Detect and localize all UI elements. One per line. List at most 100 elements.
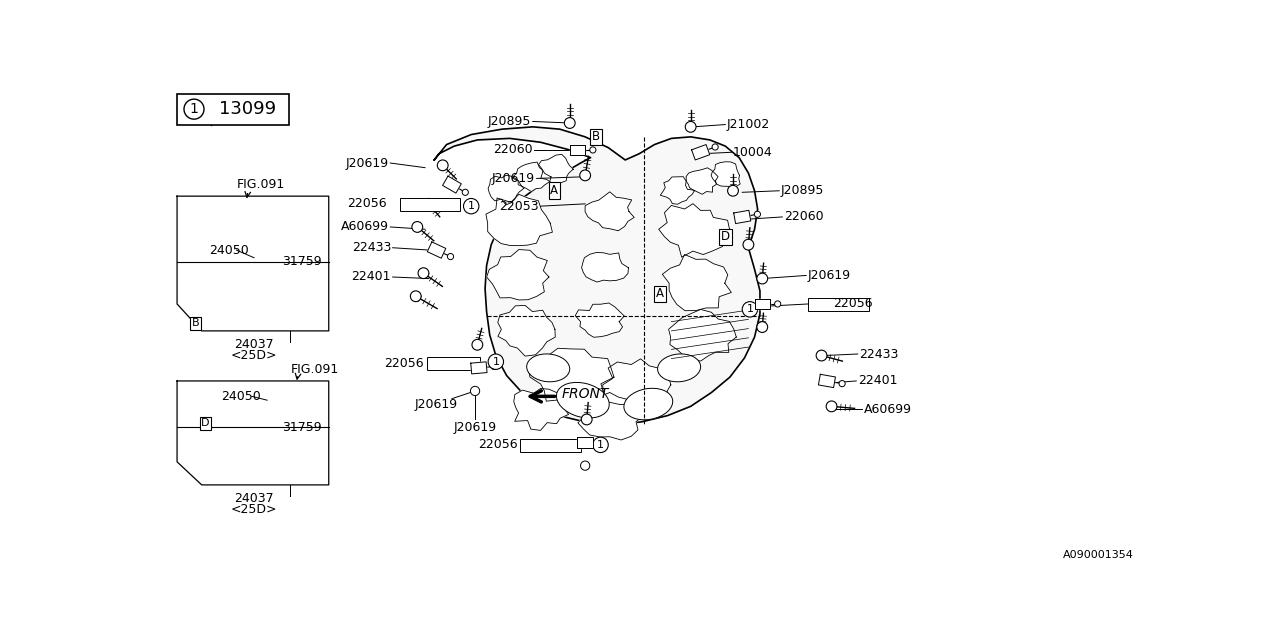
Polygon shape	[498, 305, 556, 356]
Text: 1: 1	[189, 102, 198, 116]
Text: A: A	[550, 184, 558, 197]
Circle shape	[756, 322, 768, 332]
Text: A090001354: A090001354	[1062, 550, 1133, 561]
Text: 24050: 24050	[210, 244, 250, 257]
Ellipse shape	[658, 354, 700, 382]
Polygon shape	[577, 437, 593, 448]
Circle shape	[581, 414, 593, 425]
Text: A60699: A60699	[864, 403, 911, 416]
Text: 22401: 22401	[352, 271, 392, 284]
Text: 22056: 22056	[384, 356, 424, 370]
Circle shape	[580, 170, 590, 180]
Circle shape	[488, 354, 503, 369]
Polygon shape	[585, 192, 634, 231]
Text: A: A	[655, 287, 664, 300]
Circle shape	[419, 268, 429, 278]
Text: 1: 1	[493, 356, 499, 367]
Circle shape	[184, 99, 204, 119]
Text: 31759: 31759	[283, 420, 323, 434]
Text: 24050: 24050	[221, 390, 261, 403]
Text: FRONT: FRONT	[562, 387, 609, 401]
Polygon shape	[575, 303, 625, 337]
Polygon shape	[662, 255, 731, 310]
Circle shape	[742, 239, 754, 250]
Polygon shape	[428, 242, 445, 258]
Circle shape	[774, 301, 781, 307]
Circle shape	[463, 198, 479, 214]
Polygon shape	[581, 252, 628, 282]
Circle shape	[472, 339, 483, 350]
Polygon shape	[471, 362, 488, 374]
Polygon shape	[486, 195, 553, 246]
Bar	[401, 198, 461, 211]
Polygon shape	[513, 162, 552, 191]
Text: 22060: 22060	[783, 211, 823, 223]
Bar	[521, 438, 581, 452]
Text: 24037: 24037	[234, 339, 274, 351]
Text: 1: 1	[467, 201, 475, 211]
Polygon shape	[659, 204, 730, 257]
Polygon shape	[686, 168, 718, 195]
Ellipse shape	[526, 354, 570, 382]
Circle shape	[817, 350, 827, 361]
Circle shape	[564, 118, 575, 129]
Polygon shape	[570, 145, 585, 156]
Polygon shape	[818, 374, 836, 388]
Text: D: D	[201, 419, 210, 428]
Circle shape	[826, 401, 837, 412]
Circle shape	[492, 364, 498, 369]
Text: J20619: J20619	[453, 420, 497, 434]
Text: 1: 1	[596, 440, 604, 450]
Circle shape	[471, 387, 480, 396]
Polygon shape	[691, 145, 709, 160]
Circle shape	[462, 189, 468, 195]
Text: 22056: 22056	[347, 197, 387, 211]
Text: 22401: 22401	[858, 374, 897, 387]
Text: B: B	[591, 131, 600, 143]
Circle shape	[712, 144, 718, 150]
Polygon shape	[513, 388, 568, 430]
Text: J20619: J20619	[415, 397, 458, 410]
Circle shape	[411, 291, 421, 301]
Circle shape	[727, 186, 739, 196]
Text: 22056: 22056	[833, 298, 873, 310]
Text: D: D	[721, 230, 730, 243]
Circle shape	[754, 211, 760, 218]
Text: 22053: 22053	[499, 200, 539, 212]
Ellipse shape	[623, 388, 673, 420]
Bar	[177, 93, 289, 125]
Polygon shape	[486, 250, 549, 300]
Text: A60699: A60699	[340, 220, 389, 234]
Circle shape	[581, 461, 590, 470]
Circle shape	[448, 253, 453, 260]
Polygon shape	[434, 127, 760, 425]
Circle shape	[598, 440, 604, 445]
Circle shape	[424, 198, 434, 209]
Ellipse shape	[557, 383, 609, 418]
Text: FIG.091: FIG.091	[291, 363, 338, 376]
Polygon shape	[755, 298, 771, 309]
Text: 13099: 13099	[219, 100, 276, 118]
Text: J20619: J20619	[808, 269, 851, 282]
Text: J21002: J21002	[727, 118, 771, 131]
Polygon shape	[733, 211, 751, 223]
Circle shape	[742, 301, 758, 317]
Text: B: B	[192, 318, 200, 328]
Text: <25D>: <25D>	[230, 349, 278, 362]
Circle shape	[590, 147, 596, 153]
Text: J20895: J20895	[488, 115, 531, 128]
Text: 31759: 31759	[283, 255, 323, 268]
Polygon shape	[529, 348, 614, 403]
Text: 24037: 24037	[234, 492, 274, 505]
Text: 10004: 10004	[733, 146, 773, 159]
Polygon shape	[488, 175, 524, 205]
Text: J20619: J20619	[492, 172, 535, 185]
Text: 1: 1	[746, 305, 754, 314]
Circle shape	[438, 160, 448, 171]
Text: 22433: 22433	[352, 241, 392, 254]
Polygon shape	[712, 162, 740, 187]
Polygon shape	[443, 176, 461, 193]
Circle shape	[412, 221, 422, 232]
Bar	[426, 357, 480, 370]
Polygon shape	[660, 177, 694, 204]
